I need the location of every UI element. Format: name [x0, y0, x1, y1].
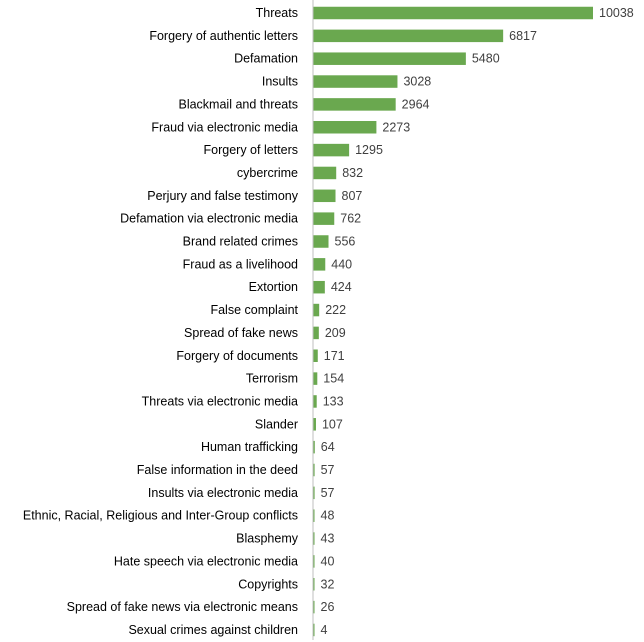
- value-label-hate-speech-via-electronic-media: 40: [321, 554, 335, 568]
- category-label-false-information-in-the-deed: False information in the deed: [137, 463, 298, 477]
- value-label-false-information-in-the-deed: 57: [321, 463, 335, 477]
- bar-threats-via-electronic-media: [313, 395, 317, 408]
- bar-defamation-via-electronic-media: [313, 212, 335, 225]
- category-label-sexual-crimes-against-children: Sexual crimes against children: [128, 623, 298, 637]
- value-label-ethnic-racial-religious-and-inter-group-conflicts: 48: [321, 509, 335, 523]
- category-label-forgery-of-documents: Forgery of documents: [176, 349, 298, 363]
- category-label-hate-speech-via-electronic-media: Hate speech via electronic media: [114, 554, 298, 568]
- category-label-copyrights: Copyrights: [238, 577, 298, 591]
- bar-forgery-of-letters: [313, 143, 350, 157]
- bar-hate-speech-via-electronic-media: [313, 555, 315, 568]
- value-label-false-complaint: 222: [325, 303, 346, 317]
- category-label-group: Threats Forgery of authentic letters Defam…: [23, 6, 299, 637]
- value-label-terrorism: 154: [323, 372, 344, 386]
- bar-copyrights: [313, 578, 315, 591]
- bar-threats: [313, 6, 593, 20]
- category-label-forgery-of-letters: Forgery of letters: [204, 143, 298, 157]
- bar-fraud-via-electronic-media: [313, 121, 377, 134]
- value-label-blasphemy: 43: [321, 532, 335, 546]
- bar-slander: [313, 418, 316, 431]
- category-label-spread-of-fake-news: Spread of fake news: [184, 326, 298, 340]
- value-label-fraud-as-a-livelihood: 440: [331, 257, 352, 271]
- value-label-defamation-via-electronic-media: 762: [340, 212, 361, 226]
- category-label-defamation-via-electronic-media: Defamation via electronic media: [120, 212, 298, 226]
- category-label-cybercrime: cybercrime: [237, 166, 298, 180]
- bar-false-information-in-the-deed: [313, 463, 315, 477]
- category-label-insults-via-electronic-media: Insults via electronic media: [148, 486, 298, 500]
- bar-brand-related-crimes: [313, 235, 329, 248]
- value-label-cybercrime: 832: [342, 166, 363, 180]
- bar-sexual-crimes-against-children: [313, 623, 315, 637]
- value-label-group: 10038 6817 5480 3028 2964 2273 1295 832 807 762 55…: [321, 6, 634, 637]
- value-label-forgery-of-letters: 1295: [355, 143, 383, 157]
- bar-perjury-and-false-testimony: [313, 189, 336, 203]
- category-label-fraud-as-a-livelihood: Fraud as a livelihood: [183, 257, 298, 271]
- value-label-threats: 10038: [599, 6, 634, 20]
- value-label-perjury-and-false-testimony: 807: [342, 189, 363, 203]
- category-label-blackmail-and-threats: Blackmail and threats: [178, 97, 298, 111]
- category-label-spread-of-fake-news-via-electronic-means: Spread of fake news via electronic means: [67, 600, 298, 614]
- value-label-human-trafficking: 64: [321, 440, 335, 454]
- value-label-forgery-of-authentic-letters: 6817: [509, 29, 537, 43]
- value-label-brand-related-crimes: 556: [335, 235, 356, 249]
- bar-ethnic-racial-religious-and-inter-group-conflicts: [313, 509, 315, 522]
- bar-cybercrime: [313, 166, 337, 180]
- value-label-sexual-crimes-against-children: 4: [321, 623, 328, 637]
- value-label-threats-via-electronic-media: 133: [323, 394, 344, 408]
- value-label-spread-of-fake-news: 209: [325, 326, 346, 340]
- value-label-fraud-via-electronic-media: 2273: [382, 120, 410, 134]
- value-label-extortion: 424: [331, 280, 352, 294]
- value-label-slander: 107: [322, 417, 343, 431]
- bar-terrorism: [313, 372, 318, 385]
- bar-spread-of-fake-news-via-electronic-means: [313, 600, 315, 614]
- category-label-ethnic-racial-religious-and-inter-group-conflicts: Ethnic, Racial, Religious and Inter-Grou…: [23, 509, 298, 523]
- value-label-insults: 3028: [403, 75, 431, 89]
- bar-fraud-as-a-livelihood: [313, 258, 326, 271]
- value-label-spread-of-fake-news-via-electronic-means: 26: [321, 600, 335, 614]
- bar-defamation: [313, 52, 466, 65]
- category-label-threats: Threats: [256, 6, 298, 20]
- value-label-copyrights: 32: [321, 577, 335, 591]
- category-label-defamation: Defamation: [234, 52, 298, 66]
- category-label-slander: Slander: [255, 417, 298, 431]
- value-label-forgery-of-documents: 171: [324, 349, 345, 363]
- value-label-insults-via-electronic-media: 57: [321, 486, 335, 500]
- bar-blasphemy: [313, 532, 315, 545]
- category-label-insults: Insults: [262, 75, 298, 89]
- value-label-blackmail-and-threats: 2964: [402, 97, 430, 111]
- bar-spread-of-fake-news: [313, 326, 319, 340]
- bar-extortion: [313, 280, 325, 294]
- bar-insults: [313, 75, 398, 88]
- bar-human-trafficking: [313, 440, 315, 454]
- bar-forgery-of-documents: [313, 349, 318, 362]
- category-label-threats-via-electronic-media: Threats via electronic media: [142, 394, 298, 408]
- category-label-terrorism: Terrorism: [246, 372, 298, 386]
- bar-blackmail-and-threats: [313, 98, 396, 111]
- value-label-defamation: 5480: [472, 52, 500, 66]
- category-label-perjury-and-false-testimony: Perjury and false testimony: [147, 189, 299, 203]
- category-label-forgery-of-authentic-letters: Forgery of authentic letters: [149, 29, 298, 43]
- bar-insults-via-electronic-media: [313, 486, 315, 500]
- category-label-fraud-via-electronic-media: Fraud via electronic media: [151, 120, 298, 134]
- category-label-false-complaint: False complaint: [210, 303, 298, 317]
- bar-false-complaint: [313, 303, 320, 317]
- category-label-brand-related-crimes: Brand related crimes: [183, 235, 298, 249]
- category-label-human-trafficking: Human trafficking: [201, 440, 298, 454]
- bar-group: [313, 6, 593, 637]
- category-label-blasphemy: Blasphemy: [236, 532, 299, 546]
- category-label-extortion: Extortion: [249, 280, 298, 294]
- bar-forgery-of-authentic-letters: [313, 29, 504, 43]
